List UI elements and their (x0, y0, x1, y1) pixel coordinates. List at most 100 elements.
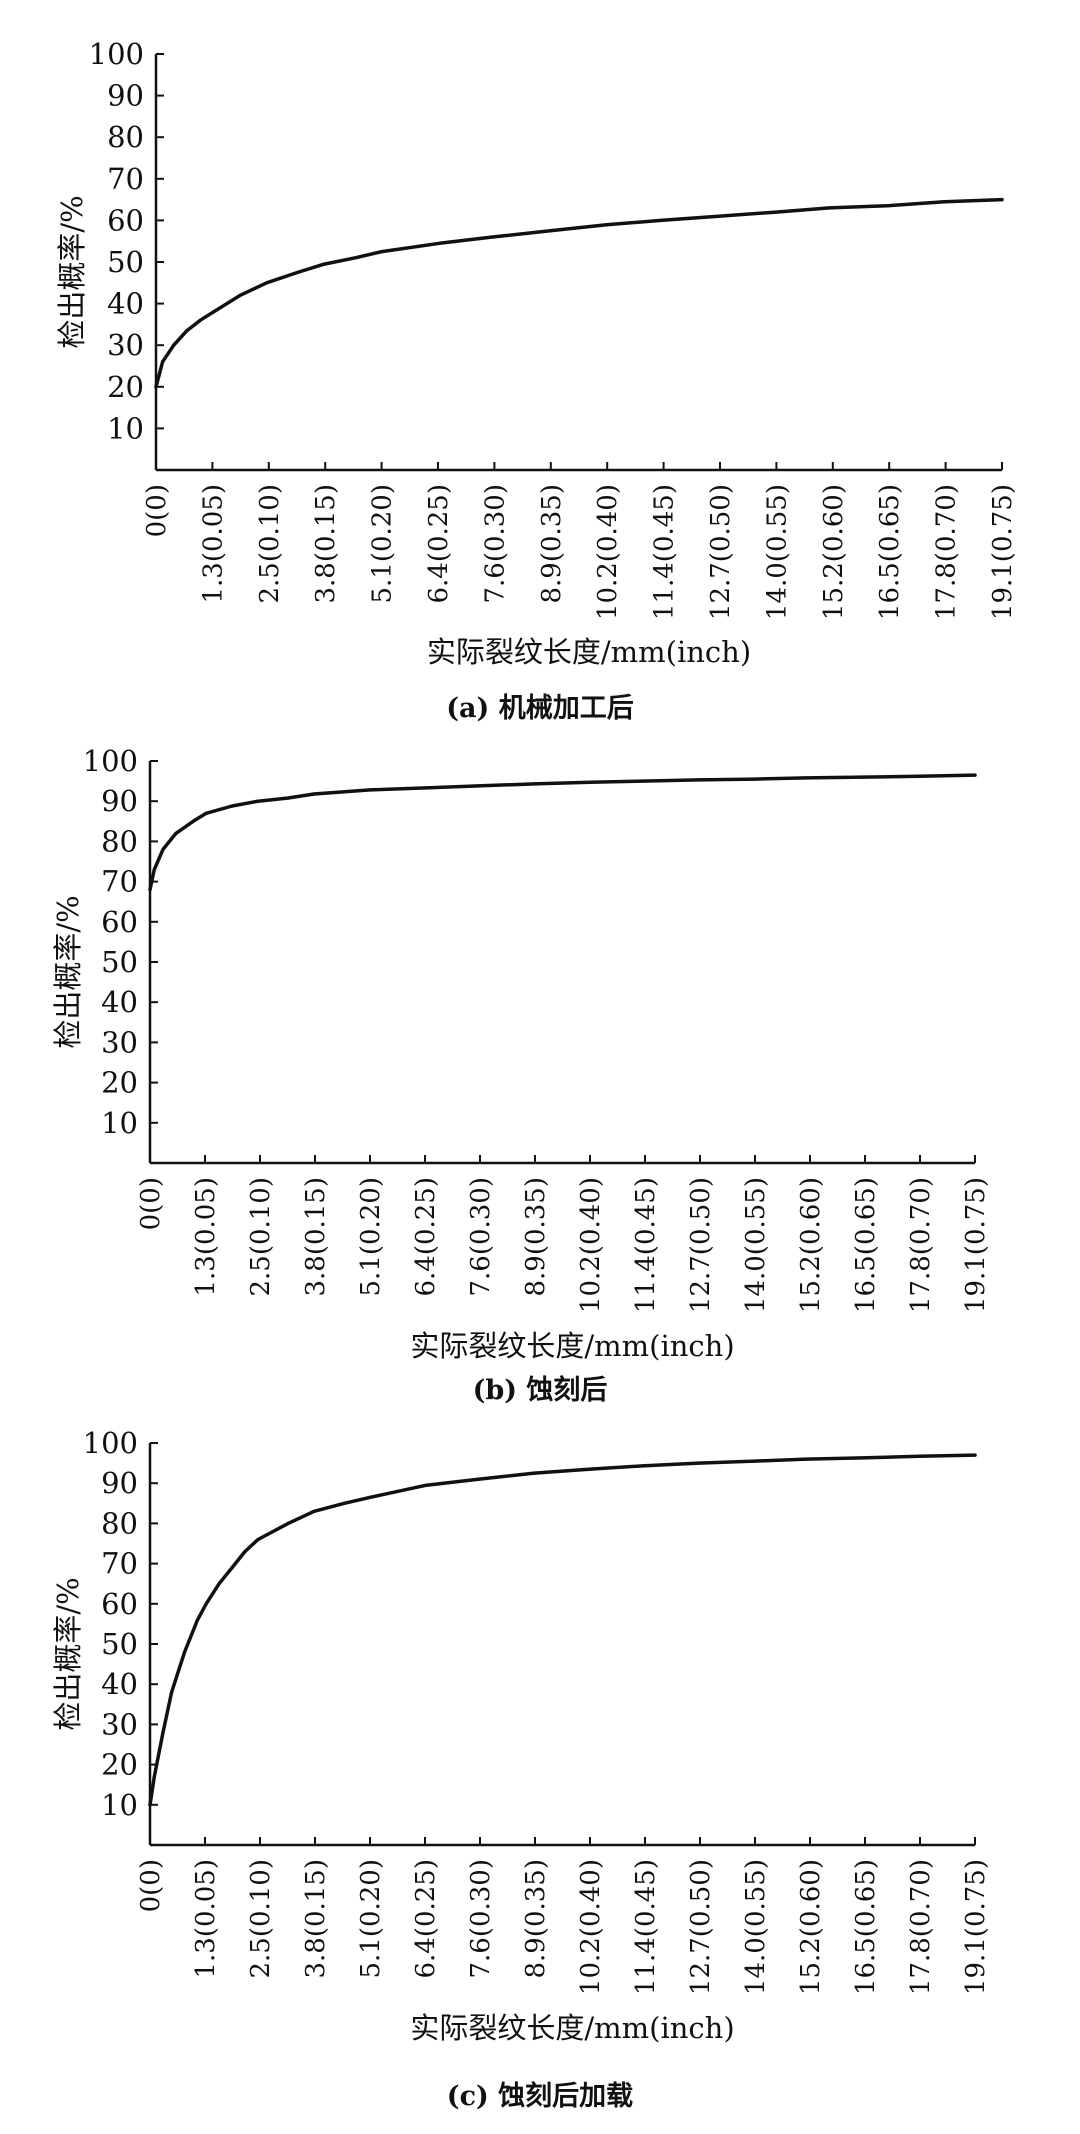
x-tick-label: 14.0(0.55) (741, 1177, 771, 1313)
y-tick-label: 80 (107, 120, 144, 154)
data-point (532, 782, 537, 786)
data-point (312, 792, 316, 796)
x-tick-label: 16.5(0.65) (875, 484, 905, 620)
x-tick-label: 5.1(0.20) (356, 1859, 386, 1979)
data-point (211, 310, 216, 314)
x-tick-label: 6.4(0.25) (411, 1177, 441, 1297)
data-point (424, 1483, 429, 1487)
y-tick-label: 20 (101, 1748, 138, 1782)
x-tick-label: 6.4(0.25) (411, 1859, 441, 1979)
chart-c: 10 20 30 40 50 60 70 80 90 100 0(0) 1.3(0.05) 2.5(0.… (51, 1426, 991, 2045)
data-point (696, 778, 701, 782)
x-tick-label: 5.1(0.20) (356, 1177, 386, 1297)
data-point (198, 318, 202, 322)
y-tick-label: 70 (107, 162, 144, 196)
data-point (588, 780, 593, 784)
x-axis-label: 实际裂纹长度/mm(inch) (410, 2011, 734, 2045)
y-tick-label: 30 (101, 1707, 138, 1741)
chart-a: 10 20 30 40 50 60 70 80 90 100 0(0) 1.3(0.05) 2.5(0.… (55, 37, 1018, 669)
chart-panel-c: 10 20 30 40 50 60 70 80 90 100 0(0) 1.3(0.05) 2.5(0.… (0, 1410, 1080, 2070)
chart-panel-b: 10 20 30 40 50 60 70 80 90 100 0(0) 1.3(0.05) 2.5(0.… (0, 728, 1080, 1368)
x-axis-label: 实际裂纹长度/mm(inch) (427, 635, 751, 669)
series-line (148, 1453, 977, 1807)
x-tick-label: 19.1(0.75) (961, 1177, 991, 1313)
data-point (437, 241, 442, 245)
data-point (659, 218, 663, 222)
x-tick-label: 3.8(0.15) (301, 1177, 331, 1297)
x-tick-label: 10.2(0.40) (576, 1859, 606, 1995)
x-tick-label: 19.1(0.75) (988, 484, 1018, 620)
x-tick-label: 17.8(0.70) (906, 1177, 936, 1313)
y-tick-label: 60 (101, 905, 138, 939)
data-point (286, 1521, 290, 1525)
data-point (230, 804, 234, 808)
x-tick-label: 14.0(0.55) (762, 484, 792, 620)
data-point (312, 1509, 316, 1513)
y-axis-label: 检出概率/% (51, 895, 85, 1048)
caption-c: (c) 蚀刻后加载 (446, 2081, 634, 2112)
data-point (195, 1618, 200, 1622)
x-tick-label: 6.4(0.25) (424, 484, 454, 604)
data-point (322, 262, 326, 266)
data-point (154, 385, 158, 389)
x-tick-label: 11.4(0.45) (631, 1859, 661, 1995)
y-tick-label: 20 (107, 370, 144, 404)
data-point (774, 210, 778, 214)
data-point (973, 1453, 977, 1457)
data-point (161, 847, 165, 852)
caption-b: (b) 蚀刻后 (472, 1375, 608, 1406)
x-tick-label: 1.3(0.05) (191, 1859, 221, 1979)
data-point (191, 819, 195, 823)
data-point (588, 1467, 593, 1471)
data-point (353, 256, 357, 260)
data-point (161, 1730, 165, 1735)
data-point (380, 250, 384, 254)
data-point (230, 1566, 234, 1570)
x-tick-label: 8.9(0.35) (537, 484, 567, 604)
data-point (917, 1454, 921, 1458)
x-tick-label: 3.8(0.15) (301, 1859, 331, 1979)
data-point (827, 206, 831, 210)
data-point (973, 773, 977, 777)
x-tick-label: 14.0(0.55) (741, 1859, 771, 1995)
y-tick-label: 90 (101, 784, 138, 818)
x-tick-label: 19.1(0.75) (961, 1859, 991, 1995)
chart-b: 10 20 30 40 50 60 70 80 90 100 0(0) 1.3(0.05) 2.5(0.… (51, 744, 991, 1363)
x-tick-label: 11.4(0.45) (650, 484, 680, 620)
y-tick-label: 10 (101, 1106, 138, 1140)
data-point (1000, 198, 1004, 202)
data-point (204, 1602, 208, 1606)
data-point (606, 222, 610, 227)
data-point (172, 343, 176, 347)
data-point (161, 360, 165, 364)
data-point (238, 293, 242, 297)
data-point (753, 1459, 757, 1463)
data-point (182, 1650, 187, 1654)
x-tick-label: 15.2(0.60) (796, 1859, 826, 1995)
x-tick-label: 10.2(0.40) (593, 484, 623, 620)
x-tick-label: 0(0) (142, 484, 172, 537)
data-point (716, 214, 721, 218)
x-tick-label: 8.9(0.35) (521, 1177, 551, 1297)
caption-a: (a) 机械加工后 (446, 693, 634, 724)
y-tick-label: 50 (107, 245, 144, 279)
data-point (204, 811, 208, 815)
data-point (174, 831, 178, 835)
data-point (169, 1690, 174, 1694)
x-tick-label: 3.8(0.15) (311, 484, 341, 604)
data-point (861, 1456, 865, 1460)
y-tick-label: 50 (101, 1627, 138, 1661)
y-tick-label: 100 (83, 1426, 138, 1460)
x-tick-label: 0(0) (136, 1177, 166, 1230)
data-point (185, 329, 189, 333)
data-point (265, 281, 269, 285)
series-line (148, 773, 977, 892)
data-point (152, 1775, 156, 1779)
data-point (640, 779, 645, 783)
y-tick-label: 90 (107, 79, 144, 113)
y-tick-label: 10 (107, 411, 144, 445)
x-tick-label: 12.7(0.50) (686, 1177, 716, 1313)
data-point (491, 235, 495, 239)
y-axis-label: 检出概率/% (51, 1577, 85, 1730)
y-tick-label: 80 (101, 824, 138, 858)
